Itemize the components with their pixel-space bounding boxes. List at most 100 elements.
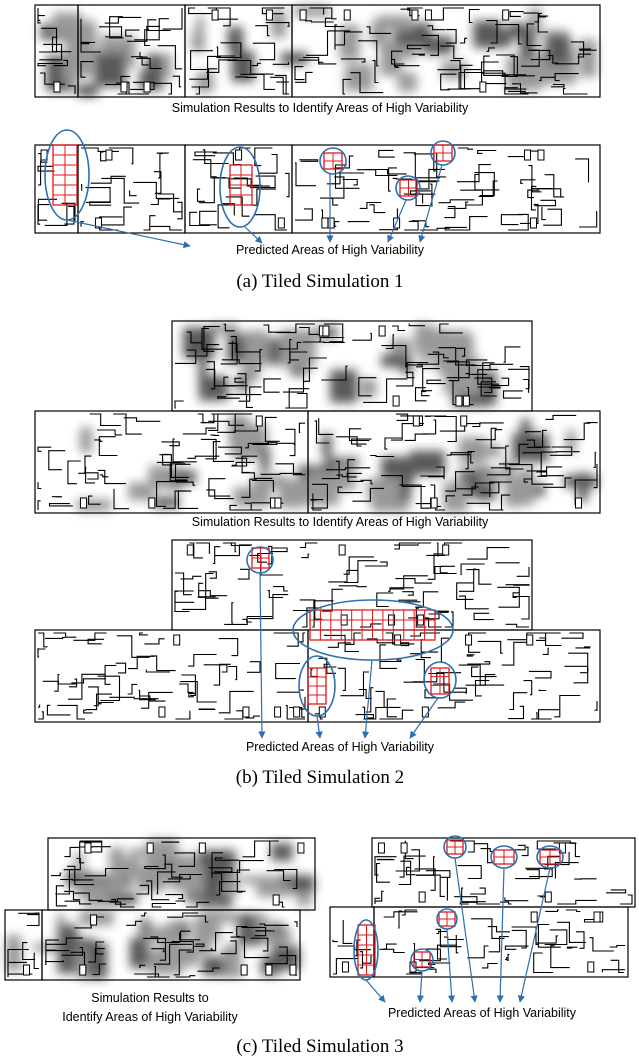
- heat-blob: [58, 925, 77, 954]
- wire: [299, 160, 317, 162]
- wire: [360, 203, 382, 209]
- wire: [91, 176, 126, 183]
- pad: [328, 218, 334, 228]
- arrow: [388, 200, 406, 242]
- wire: [295, 72, 313, 82]
- wire: [330, 198, 338, 205]
- heat-blob: [146, 54, 163, 78]
- pad: [393, 396, 399, 406]
- pad: [503, 10, 509, 20]
- wire: [460, 902, 478, 904]
- arrow: [410, 698, 438, 738]
- wire: [476, 681, 490, 696]
- wire: [352, 333, 371, 340]
- wire: [339, 586, 367, 587]
- wire: [392, 326, 405, 331]
- wire: [295, 163, 316, 186]
- heat-blob: [579, 39, 596, 77]
- caption: (c) Tiled Simulation 3: [236, 1036, 403, 1057]
- tile: [78, 145, 185, 233]
- wire: [460, 190, 482, 205]
- pad: [524, 150, 530, 160]
- wire: [456, 936, 459, 953]
- wire: [509, 693, 527, 710]
- wire: [462, 888, 486, 902]
- pad: [575, 498, 581, 508]
- heat-blob: [330, 370, 357, 403]
- wire: [295, 209, 312, 220]
- pad: [256, 416, 262, 426]
- heat-blob: [189, 867, 203, 894]
- wire: [335, 25, 338, 49]
- wire: [379, 150, 395, 157]
- wire: [370, 456, 394, 457]
- heat-blob: [322, 433, 331, 457]
- wire: [536, 936, 558, 943]
- wire: [561, 633, 583, 638]
- wire: [128, 684, 138, 694]
- pad: [342, 962, 348, 972]
- wire: [90, 414, 121, 426]
- wire: [427, 8, 464, 20]
- wire: [335, 222, 340, 227]
- heat-blob: [484, 445, 501, 458]
- pad: [431, 498, 437, 508]
- wire: [47, 705, 70, 715]
- wire: [504, 347, 521, 362]
- wire: [437, 931, 447, 933]
- wire: [300, 633, 306, 642]
- heat-blob: [444, 357, 481, 394]
- pad: [323, 326, 329, 336]
- wire: [199, 178, 226, 203]
- wire: [285, 429, 295, 444]
- arrow: [420, 971, 422, 1002]
- wire: [235, 77, 256, 78]
- wire: [38, 705, 40, 707]
- heat-blob: [221, 883, 239, 895]
- wire: [100, 207, 132, 225]
- wire: [545, 910, 559, 911]
- wire: [474, 173, 494, 196]
- wire: [380, 949, 405, 952]
- wire: [247, 662, 260, 673]
- wire: [595, 701, 597, 710]
- wire: [568, 653, 588, 673]
- wire: [126, 30, 140, 36]
- wire: [379, 710, 413, 719]
- wire: [328, 643, 351, 647]
- wire: [38, 712, 43, 719]
- wire: [510, 12, 524, 17]
- wire: [90, 202, 111, 205]
- pad: [294, 707, 300, 717]
- wire: [590, 938, 614, 951]
- wire: [508, 214, 528, 230]
- wire: [54, 633, 77, 637]
- wire: [167, 913, 198, 917]
- tile: [35, 630, 308, 722]
- wire: [564, 666, 587, 683]
- wire: [38, 482, 41, 488]
- wire: [144, 216, 156, 230]
- wire: [97, 430, 122, 435]
- results-label: Identify Areas of High Variability: [62, 1010, 238, 1024]
- wire: [299, 423, 305, 432]
- pad: [275, 707, 281, 717]
- wire: [470, 888, 485, 894]
- wire: [204, 665, 227, 672]
- wire: [471, 919, 505, 939]
- wire: [393, 178, 413, 179]
- pad: [339, 545, 345, 555]
- wire: [175, 591, 194, 602]
- wire: [523, 380, 529, 393]
- wire: [467, 662, 489, 664]
- heat-blob: [297, 893, 311, 906]
- results-label: Simulation Results to: [91, 991, 208, 1005]
- wire: [144, 639, 164, 644]
- pad: [54, 82, 60, 92]
- wire: [200, 211, 217, 225]
- heat-blob: [136, 865, 165, 891]
- wire: [537, 189, 561, 197]
- wire: [564, 88, 588, 94]
- wire: [255, 148, 273, 166]
- wire: [520, 367, 529, 377]
